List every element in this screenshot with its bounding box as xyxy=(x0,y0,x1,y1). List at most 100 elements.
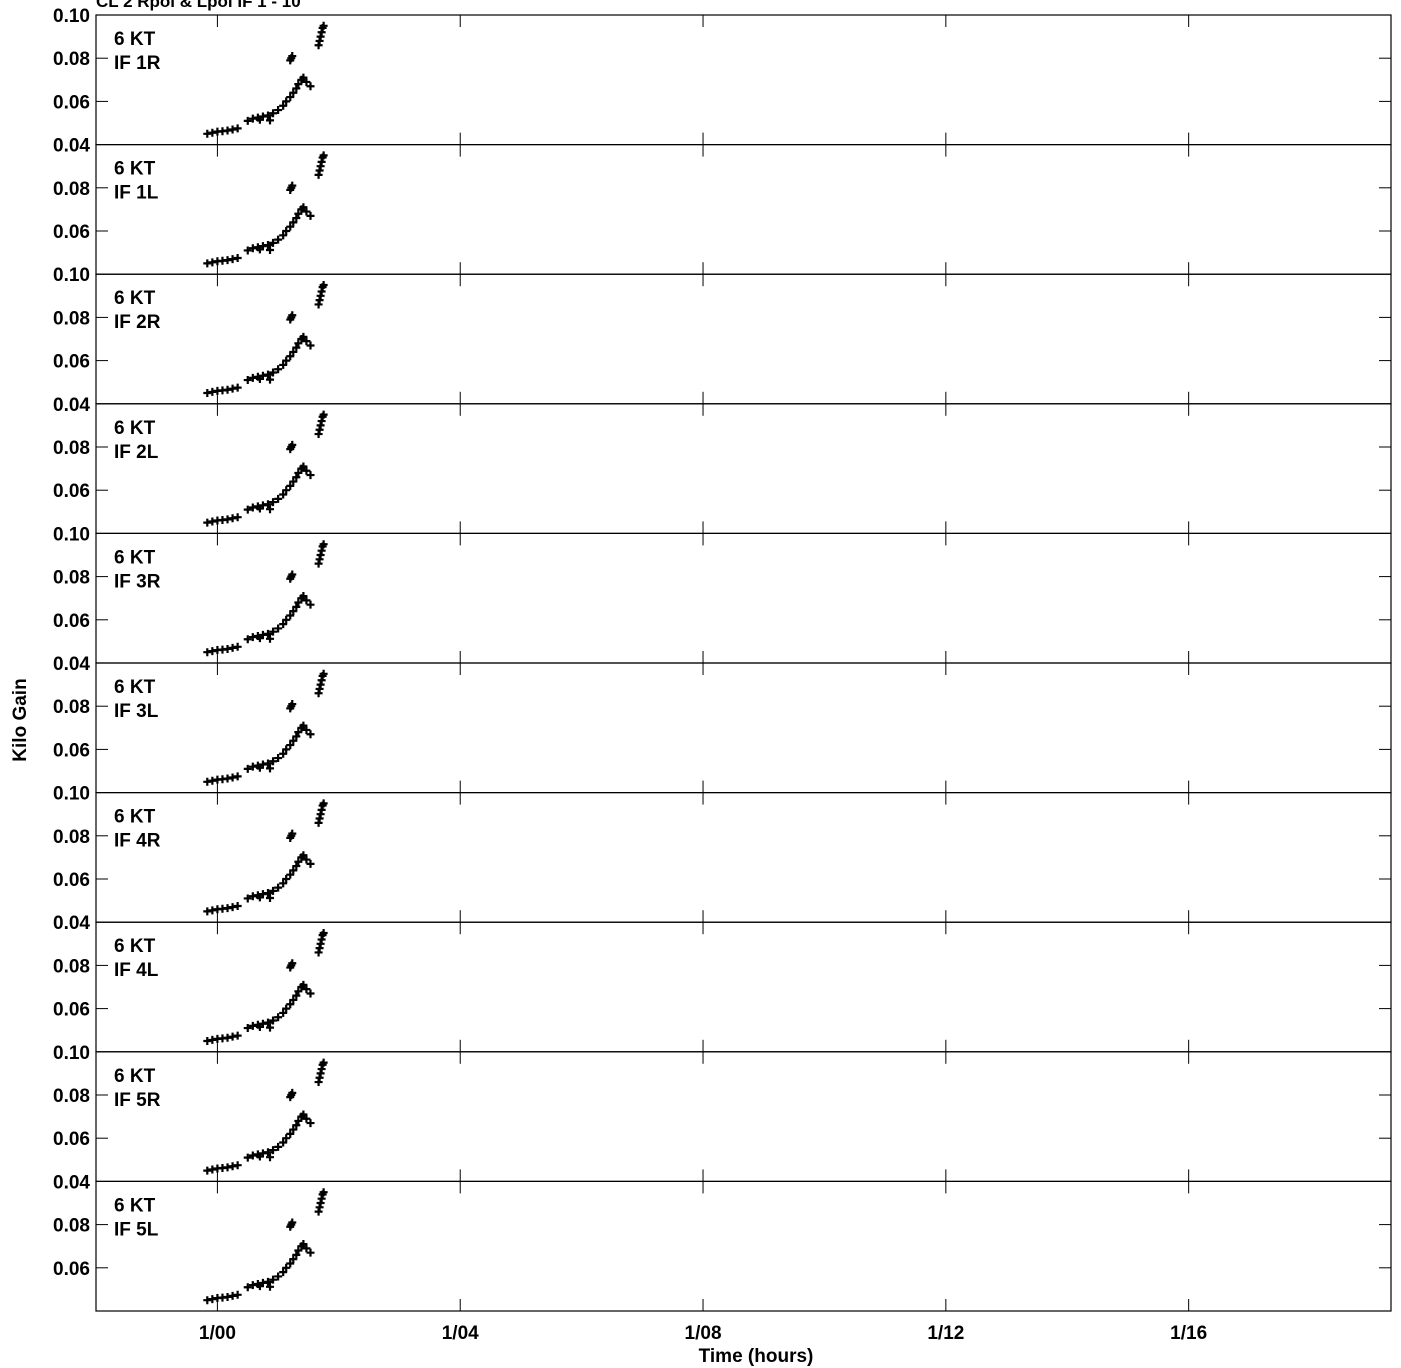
data-point xyxy=(299,721,308,730)
y-tick-label: 0.08 xyxy=(53,697,90,718)
panel-label-antenna: 6 KT xyxy=(114,807,156,828)
panel-label-if: IF 1R xyxy=(114,53,161,74)
data-point xyxy=(292,473,301,482)
data-point xyxy=(274,754,283,763)
y-tick-label: 0.08 xyxy=(53,1086,90,1107)
panels-group: 0.06 0.08 0.10 0.04 6 KT IF 1R 0.06 0.08 6 KT IF … xyxy=(53,6,1392,1344)
data-point xyxy=(319,1058,328,1067)
data-point xyxy=(233,902,242,910)
data-point xyxy=(266,375,275,384)
panel-label-if: IF 3R xyxy=(114,571,161,592)
data-point xyxy=(266,634,275,643)
data-point xyxy=(266,246,275,255)
panel-6: 0.06 0.08 6 KT IF 3L xyxy=(53,662,1392,794)
panel-7: 0.06 0.08 0.10 0.04 6 KT IF 4R xyxy=(53,784,1392,934)
data-point xyxy=(292,1250,301,1259)
y-tick-label: 0.06 xyxy=(53,222,90,243)
data-point xyxy=(274,883,283,892)
data-point xyxy=(306,1248,315,1257)
data-point xyxy=(266,1153,275,1162)
panel-label-if: IF 5R xyxy=(114,1090,161,1111)
data-point xyxy=(289,995,298,1004)
data-point xyxy=(302,725,311,734)
data-point xyxy=(299,73,308,82)
data-point xyxy=(243,764,252,773)
data-point xyxy=(289,1125,298,1134)
y-tick-label: 0.08 xyxy=(53,49,90,70)
data-point xyxy=(263,759,272,768)
y-tick-label: 0.06 xyxy=(53,1129,90,1150)
y-tick-label: 0.10 xyxy=(53,784,90,805)
data-point xyxy=(263,889,272,898)
data-point xyxy=(269,627,278,636)
x-tick-label: 1/08 xyxy=(685,1323,722,1344)
data-point xyxy=(302,985,311,994)
data-point xyxy=(243,635,252,644)
data-point xyxy=(274,624,283,633)
data-point xyxy=(274,494,283,503)
y-tick-label: 0.08 xyxy=(53,827,90,848)
y-tick-label: 0.08 xyxy=(53,568,90,589)
panel-frame xyxy=(95,144,1392,275)
data-point xyxy=(233,772,242,781)
data-point xyxy=(302,1114,311,1123)
data-point xyxy=(274,1013,283,1022)
y-tick-label: 0.08 xyxy=(53,308,90,329)
data-point xyxy=(263,1018,272,1027)
data-point xyxy=(319,540,328,549)
data-point xyxy=(288,1088,297,1097)
data-point xyxy=(243,376,252,385)
data-point xyxy=(294,468,303,477)
panel-label-if: IF 2R xyxy=(114,312,161,333)
data-point xyxy=(319,151,328,160)
data-point xyxy=(266,505,275,514)
data-point xyxy=(263,111,272,120)
data-point xyxy=(266,1023,275,1032)
data-point xyxy=(288,52,297,61)
data-point xyxy=(299,462,308,471)
data-point xyxy=(292,602,301,611)
data-point xyxy=(263,370,272,379)
data-point xyxy=(279,101,288,110)
y-tick-label: 0.10 xyxy=(53,524,90,545)
y-tick-label: 0.10 xyxy=(53,6,90,27)
x-axis-label: Time (hours) xyxy=(699,1346,814,1367)
data-point xyxy=(288,570,297,579)
panel-frame xyxy=(95,1180,1392,1312)
data-point xyxy=(263,241,272,250)
data-point xyxy=(282,1134,291,1143)
panel-frame xyxy=(95,1051,1392,1183)
panel-10: 0.06 0.08 6 KT IF 5L xyxy=(53,1180,1392,1312)
data-point xyxy=(306,341,315,350)
data-point xyxy=(299,851,308,860)
data-point xyxy=(292,214,301,223)
data-point xyxy=(282,227,291,235)
data-point xyxy=(255,245,264,254)
data-point xyxy=(294,209,303,218)
data-point xyxy=(302,466,311,475)
data-point xyxy=(319,410,328,419)
data-point xyxy=(243,1024,252,1033)
data-point xyxy=(263,1148,272,1157)
y-tick-label: 0.04 xyxy=(53,1172,90,1193)
data-point xyxy=(269,1275,278,1284)
data-point xyxy=(306,1119,315,1128)
data-point xyxy=(274,106,283,115)
data-point xyxy=(263,629,272,638)
y-tick-label: 0.08 xyxy=(53,956,90,977)
data-point xyxy=(299,980,308,989)
data-point xyxy=(289,607,298,616)
y-tick-label: 0.08 xyxy=(53,1216,90,1237)
data-point xyxy=(306,989,315,998)
data-point xyxy=(266,1282,275,1291)
panel-label-if: IF 2L xyxy=(114,442,159,463)
data-point xyxy=(233,254,242,262)
data-point xyxy=(289,477,298,486)
data-point xyxy=(279,1268,288,1277)
y-tick-label: 0.06 xyxy=(53,870,90,891)
y-tick-label: 0.10 xyxy=(53,265,90,286)
panel-9: 0.06 0.08 0.10 0.04 6 KT IF 5R xyxy=(53,1043,1392,1193)
panel-label-if: IF 4L xyxy=(114,960,159,981)
data-point xyxy=(286,481,295,490)
